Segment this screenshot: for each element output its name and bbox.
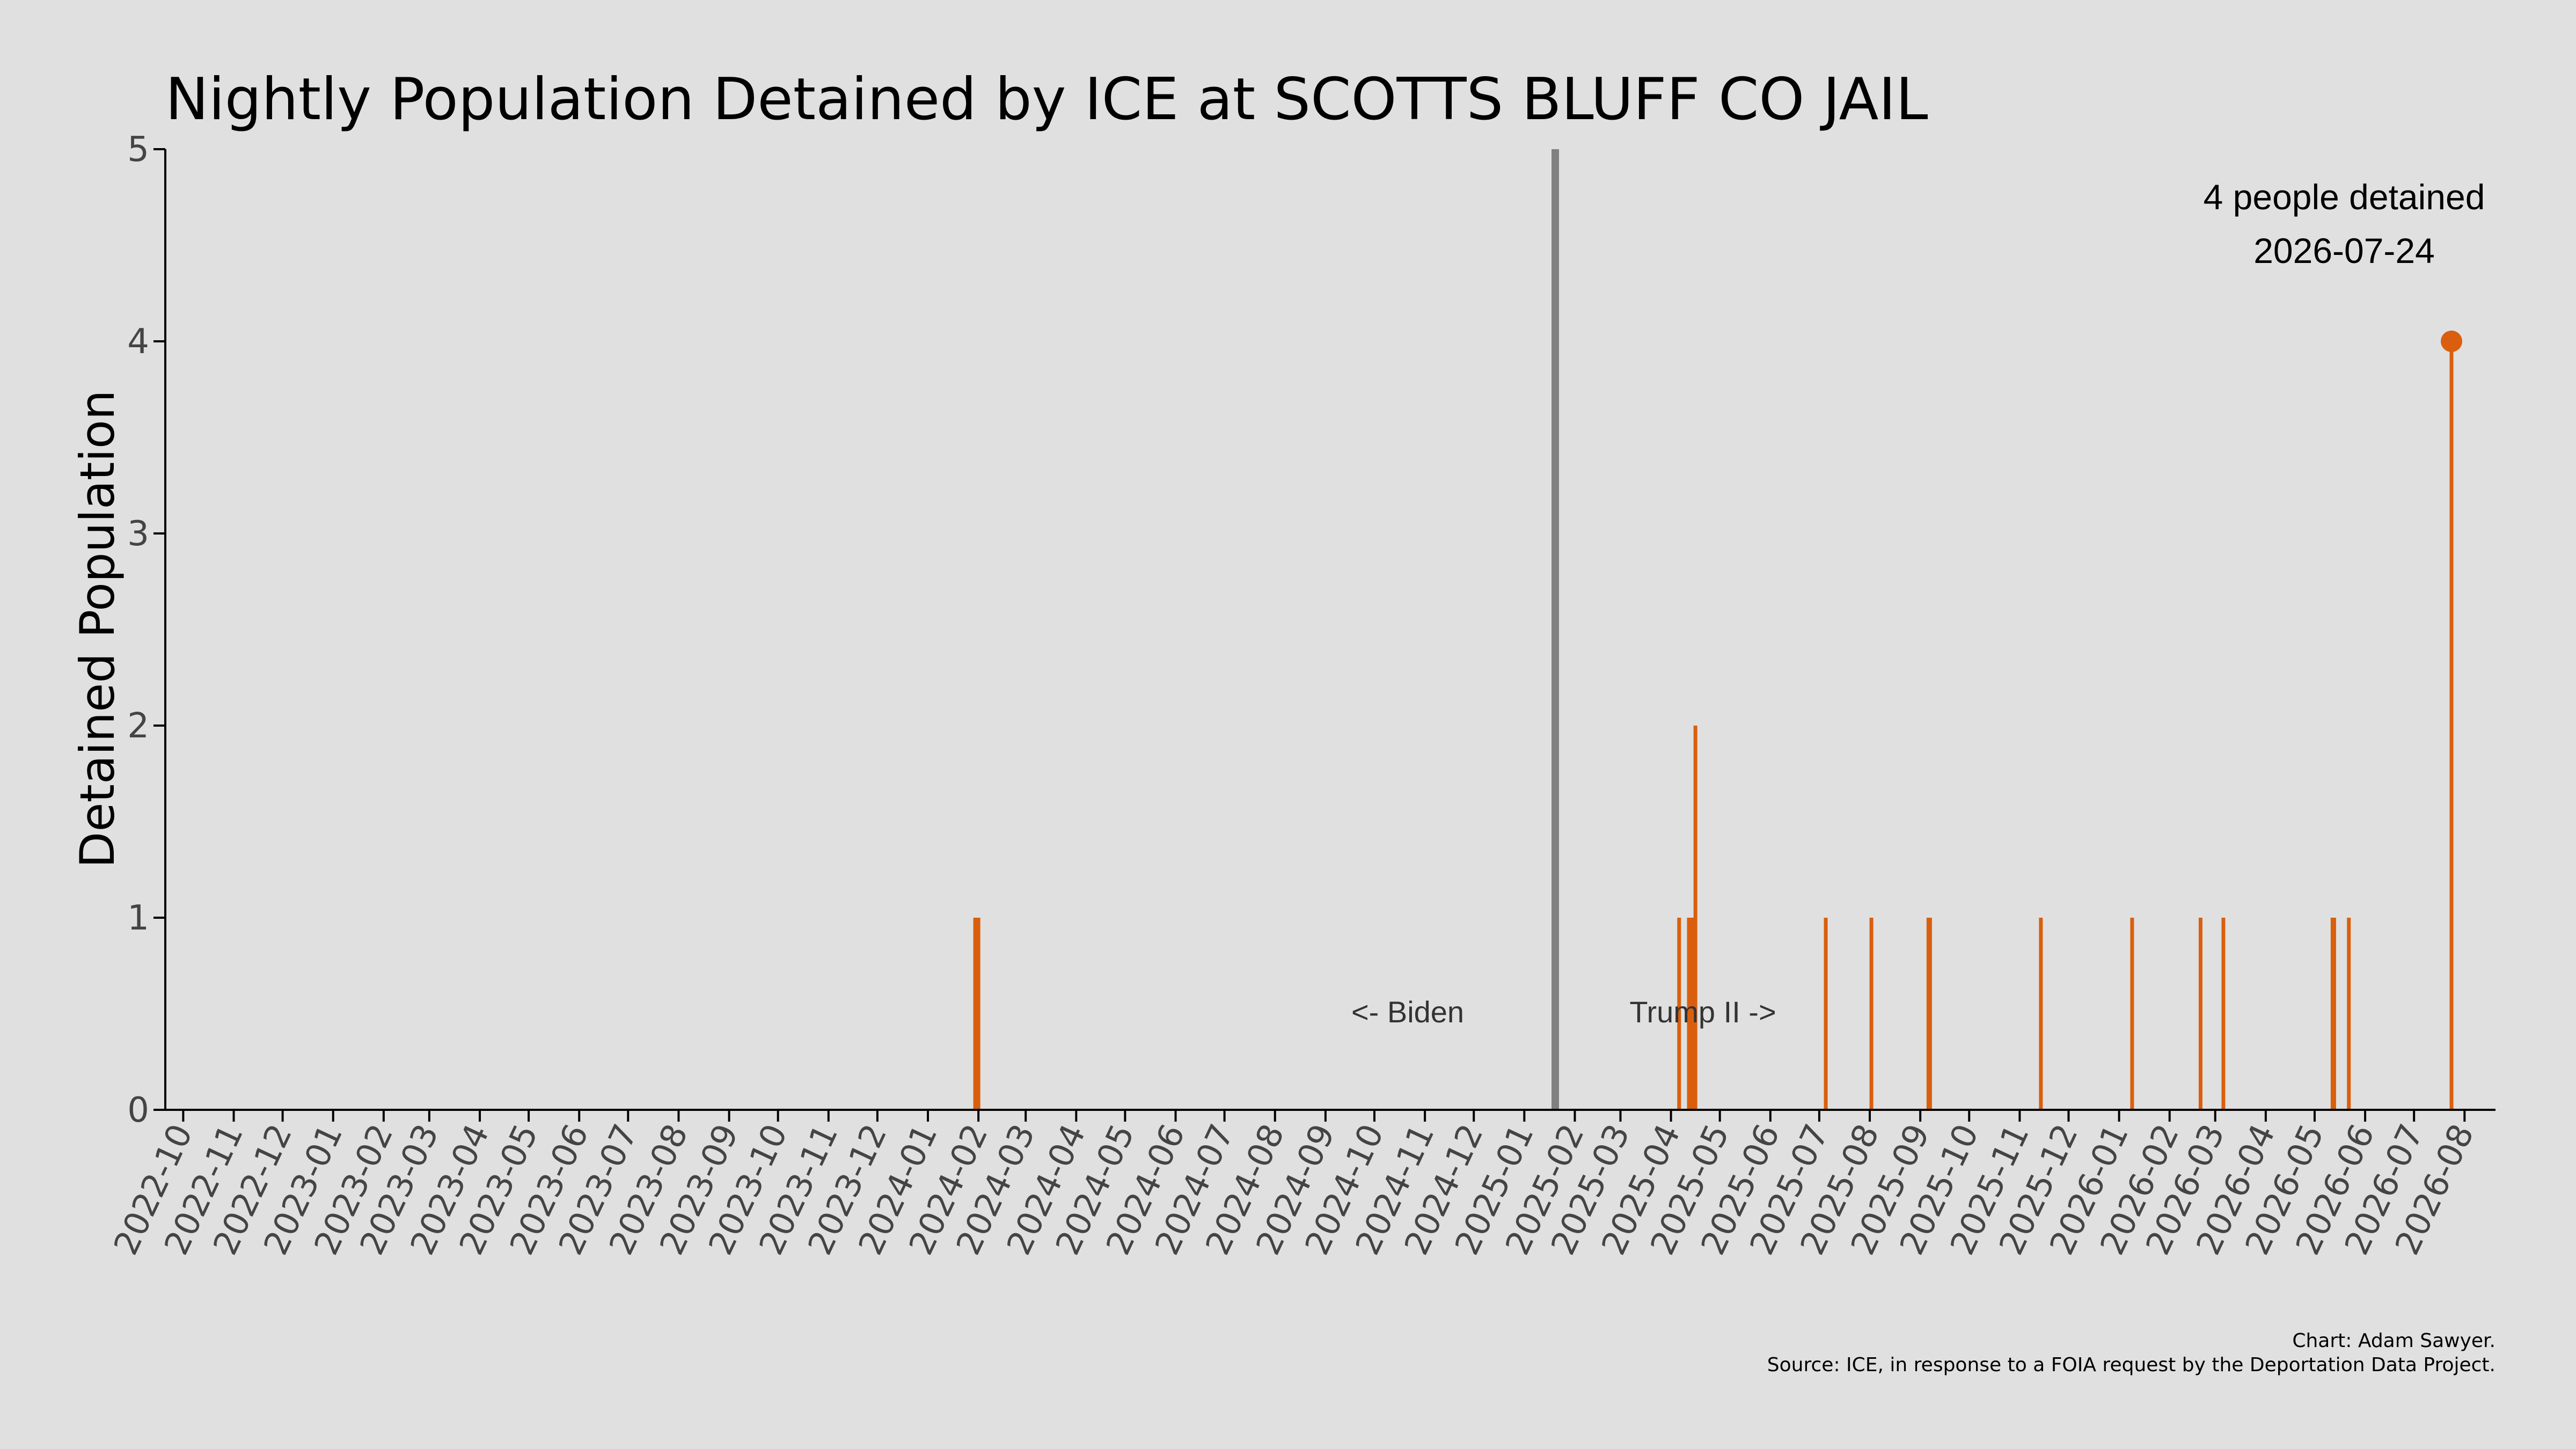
highlight-point	[2441, 331, 2463, 352]
detention-bar	[2347, 918, 2351, 1110]
detention-bar	[2332, 918, 2336, 1110]
detention-bar	[2449, 341, 2454, 1110]
detention-bar	[2130, 918, 2134, 1110]
chart-credit: Chart: Adam Sawyer.	[2292, 1330, 2496, 1352]
y-tick-label: 0	[127, 1091, 149, 1130]
y-tick-label: 5	[127, 130, 149, 170]
era-label-trump: Trump II ->	[1629, 995, 1776, 1029]
chart-title: Nightly Population Detained by ICE at SC…	[165, 66, 1928, 133]
y-tick-label: 1	[127, 898, 149, 938]
x-axis-ticks: 2022-102022-112022-122023-012023-022023-…	[106, 1110, 2482, 1261]
detention-bar	[2039, 918, 2043, 1110]
y-tick-label: 3	[127, 514, 149, 554]
y-axis-label: Detained Population	[70, 390, 125, 868]
highlight-label-date: 2026-07-24	[2253, 231, 2435, 270]
detention-bar	[1928, 918, 1932, 1110]
detention-bar	[1824, 918, 1828, 1110]
detention-bar	[2198, 918, 2202, 1110]
era-label-biden: <- Biden	[1351, 995, 1464, 1029]
detention-bar	[1677, 918, 1681, 1110]
detention-bar	[1687, 918, 1691, 1110]
y-tick-label: 2	[127, 706, 149, 746]
bars-layer	[973, 341, 2454, 1110]
detention-bar	[2221, 918, 2226, 1110]
detention-bar	[976, 918, 980, 1110]
y-axis-ticks: 0 1 2 3 4 5	[127, 130, 165, 1130]
detention-bar	[1869, 918, 1874, 1110]
y-tick-label: 4	[127, 322, 149, 362]
chart-source: Source: ICE, in response to a FOIA reque…	[1767, 1354, 2496, 1376]
highlight-label-count: 4 people detained	[2204, 177, 2485, 217]
detention-bar	[1693, 726, 1697, 1110]
